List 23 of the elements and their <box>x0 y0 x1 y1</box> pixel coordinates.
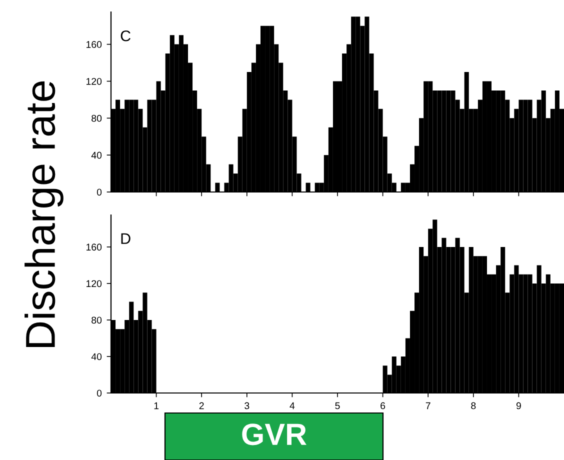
y-tick-label: 0 <box>96 390 102 397</box>
text: C <box>120 30 131 42</box>
text: GVR <box>242 424 306 446</box>
y-tick-label: 160 <box>86 41 102 48</box>
y-tick-label: 0 <box>96 188 102 196</box>
x-tick-label: 3 <box>244 402 250 410</box>
y-tick-label: 40 <box>91 353 102 360</box>
x-tick-label: 1 <box>154 402 159 410</box>
y-tick-label: 40 <box>91 152 102 159</box>
x-tick-label: 2 <box>199 402 204 410</box>
x-tick-label: 8 <box>471 402 476 410</box>
y-axis-title: Discharge rate <box>24 81 64 348</box>
x-tick-label: 6 <box>380 402 386 410</box>
y-tick-label: 160 <box>86 244 102 251</box>
x-tick-label: 5 <box>335 402 340 410</box>
y-tick-label: 120 <box>86 280 102 288</box>
y-tick-label: 80 <box>92 114 102 122</box>
y-tick-label: 120 <box>86 78 102 85</box>
x-tick-label: 9 <box>516 402 521 410</box>
text: D <box>121 233 130 244</box>
y-tick-label: 80 <box>92 316 102 324</box>
x-tick-label: 4 <box>290 402 295 410</box>
x-tick-label: 7 <box>426 402 430 410</box>
